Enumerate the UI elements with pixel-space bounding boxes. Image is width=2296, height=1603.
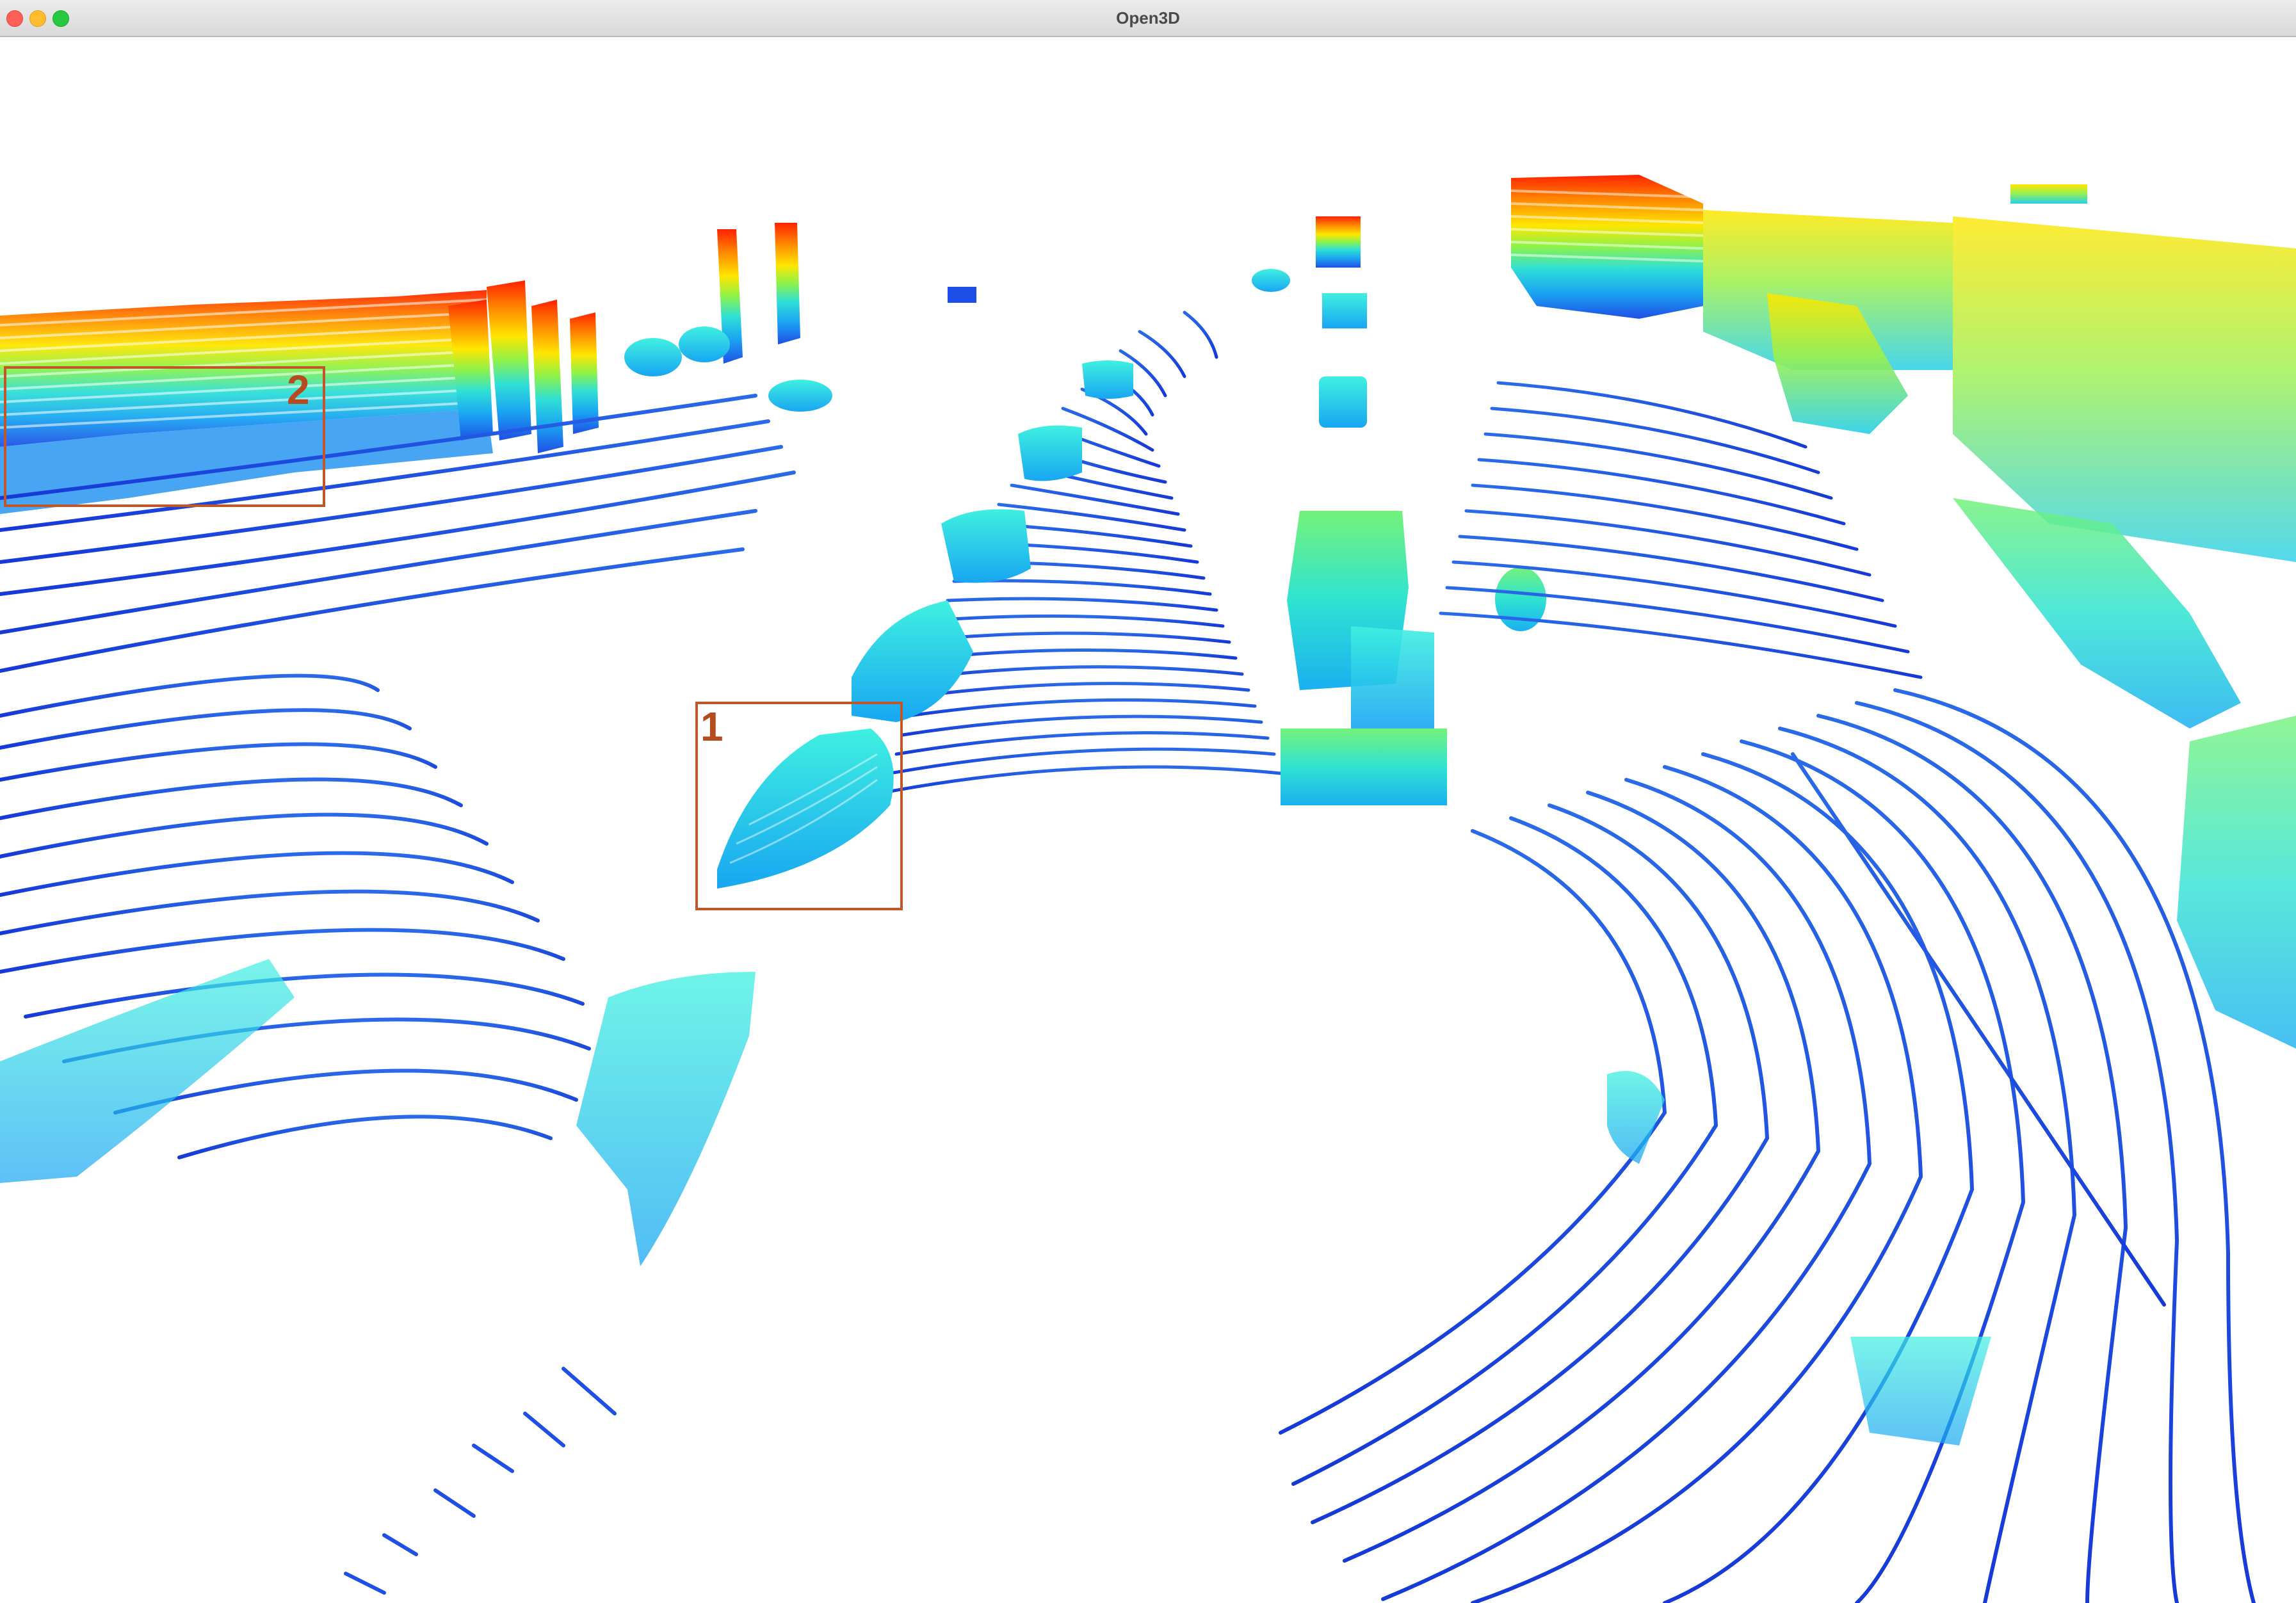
foreground-left-clusters — [0, 959, 756, 1266]
annotation-box-2 — [4, 366, 325, 507]
point-cloud-viewport[interactable]: 1 2 — [0, 37, 2296, 1603]
annotation-label-2: 2 — [287, 367, 310, 413]
zoom-window-button[interactable] — [53, 10, 69, 27]
annotation-label-1: 1 — [700, 704, 724, 750]
foreground-right-cluster — [1607, 1071, 1991, 1446]
ground-scan-rings-center — [882, 310, 1282, 794]
trees-and-buildings-right — [1252, 175, 2296, 1049]
title-bar[interactable]: Open3D — [0, 0, 2296, 37]
highlighted-object-1 — [717, 729, 894, 889]
annotation-box-1 — [695, 702, 903, 910]
minimize-window-button[interactable] — [29, 10, 46, 27]
vehicle-point-clusters — [852, 360, 1447, 805]
ground-scan-rings-right — [1279, 688, 2256, 1603]
close-window-button[interactable] — [6, 10, 23, 27]
foreground-scan-fragments — [344, 1367, 617, 1595]
ground-scan-rings-far-right — [1439, 381, 1923, 679]
ground-scan-rings-left — [0, 394, 796, 1159]
window-title: Open3D — [1116, 8, 1180, 28]
point-cloud-render[interactable] — [0, 37, 2296, 1603]
